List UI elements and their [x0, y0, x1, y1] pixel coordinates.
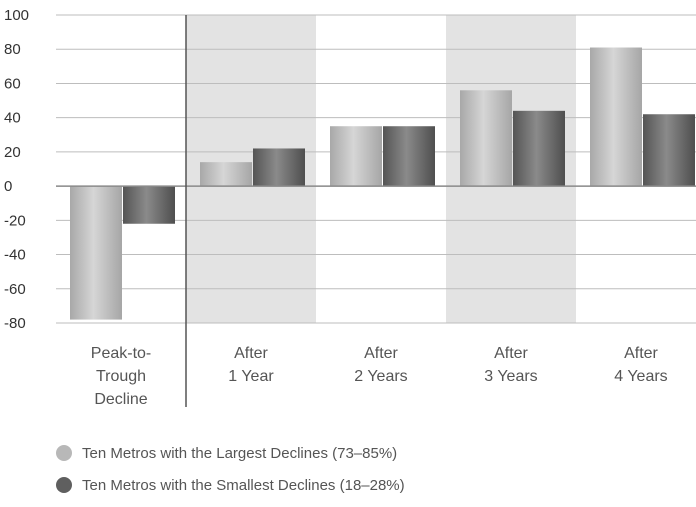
- bar-series1-cat4: [643, 114, 695, 187]
- legend-swatch-light: [56, 445, 72, 461]
- bar-series0-cat0: [70, 186, 122, 320]
- x-category-label: After 1 Year: [228, 345, 274, 385]
- bar-series1-cat3: [513, 110, 565, 187]
- x-category-label: After 4 Years: [614, 345, 667, 385]
- y-tick-label: 0: [4, 178, 12, 195]
- legend: Ten Metros with the Largest Declines (73…: [56, 443, 405, 507]
- legend-swatch-dark: [56, 477, 72, 493]
- y-tick-label: 100: [4, 7, 29, 24]
- bar-chart: 100 80 60 40 20 0 -20 -40 -60 -80 Peak-to-Trough D…: [4, 7, 696, 408]
- y-tick-label: 60: [4, 75, 21, 92]
- x-category-label: After 3 Years: [484, 345, 537, 385]
- bar-series1-cat2: [383, 126, 435, 187]
- x-category-label: After 2 Years: [354, 345, 407, 385]
- y-tick-label: 20: [4, 144, 21, 161]
- y-tick-label: -60: [4, 281, 26, 298]
- x-category-label: Peak-to-Trough Decline: [91, 345, 151, 408]
- bar-series1-cat1: [253, 148, 305, 187]
- y-tick-label: 40: [4, 110, 21, 127]
- y-tick-label: -20: [4, 212, 26, 229]
- bar-series0-cat3: [460, 90, 512, 187]
- legend-item-smallest-declines: Ten Metros with the Smallest Declines (1…: [56, 475, 405, 495]
- y-tick-label: 80: [4, 41, 21, 58]
- bar-series1-cat0: [123, 186, 175, 224]
- bar-series0-cat2: [330, 126, 382, 187]
- bar-series0-cat4: [590, 47, 642, 187]
- bar-series0-cat1: [200, 162, 252, 187]
- legend-label-largest-declines: Ten Metros with the Largest Declines (73…: [82, 444, 398, 462]
- legend-item-largest-declines: Ten Metros with the Largest Declines (73…: [56, 443, 405, 463]
- y-tick-label: -40: [4, 247, 26, 264]
- legend-label-smallest-declines: Ten Metros with the Smallest Declines (1…: [82, 476, 405, 494]
- y-tick-label: -80: [4, 315, 26, 332]
